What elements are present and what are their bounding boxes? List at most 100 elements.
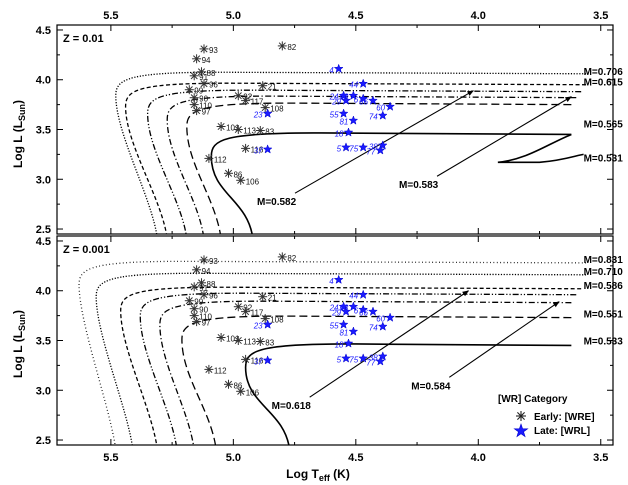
panel-bottom: 5.5 5.0 4.5 4.0 3.5 2.5 3.0 3.5 4.0 4.5 Z = 0.001 M… bbox=[36, 235, 624, 464]
asterisk-stroke bbox=[190, 101, 198, 109]
early-star-93 bbox=[199, 255, 209, 265]
early-star-113 bbox=[233, 125, 243, 134]
track-label-0.565: M=0.565 bbox=[584, 120, 624, 131]
asterisk-stroke bbox=[278, 42, 286, 50]
track-0.706 bbox=[115, 71, 587, 234]
early-star-label-101: 101 bbox=[226, 124, 240, 133]
late-star-label-60: 60 bbox=[376, 315, 385, 324]
annotation-label: M=0.583 bbox=[399, 180, 439, 191]
late-star-label-55: 55 bbox=[330, 322, 339, 331]
track-0.831 bbox=[78, 260, 587, 445]
asterisk-stroke bbox=[190, 94, 198, 102]
track-0.586 bbox=[120, 286, 582, 445]
asterisk-stroke bbox=[259, 82, 267, 90]
late-star-68 bbox=[348, 301, 359, 311]
early-star-label-112: 112 bbox=[214, 366, 227, 375]
legend-title: [WR] Category bbox=[498, 394, 568, 405]
late-star-55 bbox=[338, 108, 349, 118]
asterisk-stroke bbox=[200, 45, 208, 53]
legend: [WR] Category Early: [WRE] Late: [WRL] bbox=[498, 394, 595, 438]
track-0.6 bbox=[146, 89, 582, 234]
early-star-label-94: 94 bbox=[202, 56, 211, 65]
late-star-24 bbox=[338, 90, 349, 100]
early-star-82 bbox=[277, 252, 287, 262]
late-star-23 bbox=[262, 319, 273, 329]
early-star-label-92: 92 bbox=[243, 93, 252, 102]
late-star-label-81: 81 bbox=[339, 118, 348, 127]
late-star-66 bbox=[368, 95, 378, 105]
x-axis-title-unit: (K) bbox=[330, 467, 350, 481]
early-star-86 bbox=[224, 379, 233, 389]
early-star-96 bbox=[199, 290, 209, 300]
late-star-66 bbox=[368, 306, 378, 316]
late-star-label-38: 38 bbox=[369, 353, 378, 362]
asterisk-stroke bbox=[217, 333, 225, 342]
late-star-5 bbox=[341, 353, 351, 363]
late-star-68 bbox=[348, 90, 359, 100]
asterisk-stroke bbox=[242, 355, 250, 363]
late-star-label-77: 77 bbox=[366, 147, 375, 156]
late-star-label-68: 68 bbox=[339, 304, 348, 313]
early-star-117 bbox=[241, 307, 251, 317]
asterisk-stroke bbox=[190, 283, 198, 291]
y-axis-title-top-sub: Sun bbox=[17, 104, 27, 121]
early-star-label-117: 117 bbox=[251, 309, 264, 318]
y-axis-title-bottom-close: ) bbox=[11, 310, 25, 314]
early-star-101 bbox=[216, 122, 226, 131]
early-star-label-86: 86 bbox=[233, 170, 242, 179]
asterisk-stroke bbox=[193, 107, 201, 115]
y-tick-label: 3.5 bbox=[36, 336, 51, 348]
early-star-116 bbox=[241, 143, 251, 153]
x-tick-label-top: 4.0 bbox=[471, 10, 486, 22]
track-label-0.706: M=0.706 bbox=[584, 67, 624, 78]
late-star-label-5: 5 bbox=[337, 355, 342, 364]
early-star-83 bbox=[255, 337, 265, 346]
early-star-label-110: 110 bbox=[199, 313, 212, 322]
early-star-label-82: 82 bbox=[287, 43, 296, 52]
y-axis-title-bottom: Log L (LSun) bbox=[11, 310, 27, 378]
early-star-label-99: 99 bbox=[194, 298, 203, 307]
early-star-21 bbox=[258, 81, 268, 91]
early-star-92 bbox=[233, 91, 243, 101]
early-star-label-108: 108 bbox=[270, 316, 284, 325]
late-star-74 bbox=[377, 321, 388, 331]
early-star-label-88: 88 bbox=[207, 280, 216, 289]
track-label-0.531: M=0.531 bbox=[584, 153, 624, 164]
late-star-75 bbox=[358, 142, 369, 152]
asterisk-stroke bbox=[234, 125, 242, 134]
y-tick-label: 3.0 bbox=[36, 385, 51, 397]
y-tick-label: 4.0 bbox=[36, 75, 51, 87]
early-star-112 bbox=[204, 153, 214, 163]
early-star-label-99: 99 bbox=[194, 87, 203, 96]
late-star-label-23: 23 bbox=[253, 322, 263, 331]
panel-top: 5.5 5.0 4.5 4.0 3.5 2.5 3.0 3.5 4.0 4.5 Z = 0.01 M=… bbox=[36, 10, 624, 236]
y-tick-label: 2.5 bbox=[36, 224, 51, 236]
late-star-label-29: 29 bbox=[331, 98, 341, 107]
late-star-29 bbox=[341, 306, 351, 316]
early-star-label-93: 93 bbox=[209, 257, 218, 266]
early-star-112 bbox=[204, 364, 214, 374]
early-star-label-93: 93 bbox=[209, 46, 218, 55]
evolution-tracks bbox=[115, 71, 587, 234]
y-tick-label: 2.5 bbox=[36, 435, 51, 447]
track-label-0.831: M=0.831 bbox=[584, 255, 624, 266]
late-star-44 bbox=[358, 78, 369, 88]
early-star-91 bbox=[189, 282, 199, 292]
track-label-0.533: M=0.533 bbox=[584, 337, 624, 348]
asterisk-stroke bbox=[190, 312, 198, 320]
early-star-label-112: 112 bbox=[214, 155, 227, 164]
early-star-21 bbox=[258, 292, 268, 302]
legend-late-star-icon bbox=[513, 423, 529, 438]
late-star-81 bbox=[348, 326, 359, 336]
late-star-label-74: 74 bbox=[369, 324, 378, 333]
early-star-label-91: 91 bbox=[199, 73, 208, 82]
asterisk-stroke bbox=[278, 253, 286, 261]
late-star-label-60: 60 bbox=[376, 104, 385, 113]
track-0.533 bbox=[244, 343, 572, 445]
late-star-label-37: 37 bbox=[254, 146, 263, 155]
early-star-label-94: 94 bbox=[202, 267, 211, 276]
late-star-44 bbox=[358, 289, 369, 299]
track-0.551 bbox=[181, 315, 572, 445]
late-star-label-24: 24 bbox=[329, 304, 339, 313]
early-star-label-113: 113 bbox=[243, 338, 256, 347]
